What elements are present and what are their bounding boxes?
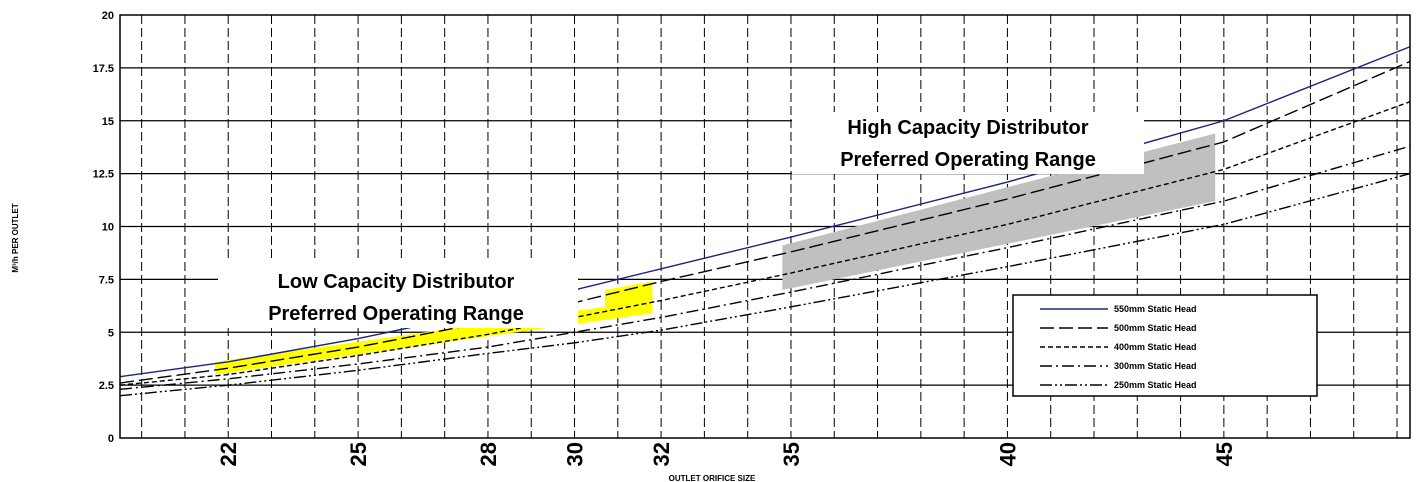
x-tick-label: 22 [216,442,241,466]
legend-label: 400mm Static Head [1114,342,1197,352]
x-tick-label: 35 [779,442,804,466]
legend-label: 250mm Static Head [1114,380,1197,390]
x-tick-labels: 22 25 28 30 32 35 40 45 [216,442,1237,466]
legend: 550mm Static Head 500mm Static Head 400mm … [1012,294,1318,397]
high-capacity-label-line1: High Capacity Distributor [847,117,1088,139]
high-capacity-label-line2: Preferred Operating Range [840,149,1096,171]
y-tick-label: 2.5 [99,380,114,392]
y-tick-label: 7.5 [99,274,114,286]
y-tick-label: 12.5 [93,169,114,181]
legend-label: 500mm Static Head [1114,323,1197,333]
low-capacity-label-box [218,262,578,328]
low-capacity-label-line2: Preferred Operating Range [268,303,524,325]
x-tick-label: 30 [563,442,588,466]
x-tick-label: 25 [346,442,371,466]
x-axis-label: OUTLET ORIFICE SIZE [669,474,756,482]
x-tick-label: 32 [649,442,674,466]
y-tick-label: 10 [102,222,114,234]
low-capacity-range-region [215,281,653,375]
high-capacity-label-box [792,112,1144,174]
x-tick-label: 40 [995,442,1020,466]
y-tick-label: 0 [108,433,114,445]
series-line-5 [119,172,1411,397]
y-tick-label: 20 [102,10,114,22]
x-tick-label: 45 [1212,442,1237,466]
y-tick-labels: 0 2.5 5 7.5 10 12.5 15 17.5 20 [93,10,114,445]
plot-frame [119,14,1411,439]
legend-label: 550mm Static Head [1114,304,1197,314]
y-axis-label: M³/h PER OUTLET [11,203,20,272]
y-tick-label: 15 [102,116,114,128]
legend-box [1012,294,1318,397]
y-tick-label: 17.5 [93,63,114,75]
legend-label: 300mm Static Head [1114,361,1197,371]
low-capacity-label-line1: Low Capacity Distributor [278,271,515,293]
y-tick-label: 5 [108,327,114,339]
x-tick-label: 28 [476,442,501,466]
